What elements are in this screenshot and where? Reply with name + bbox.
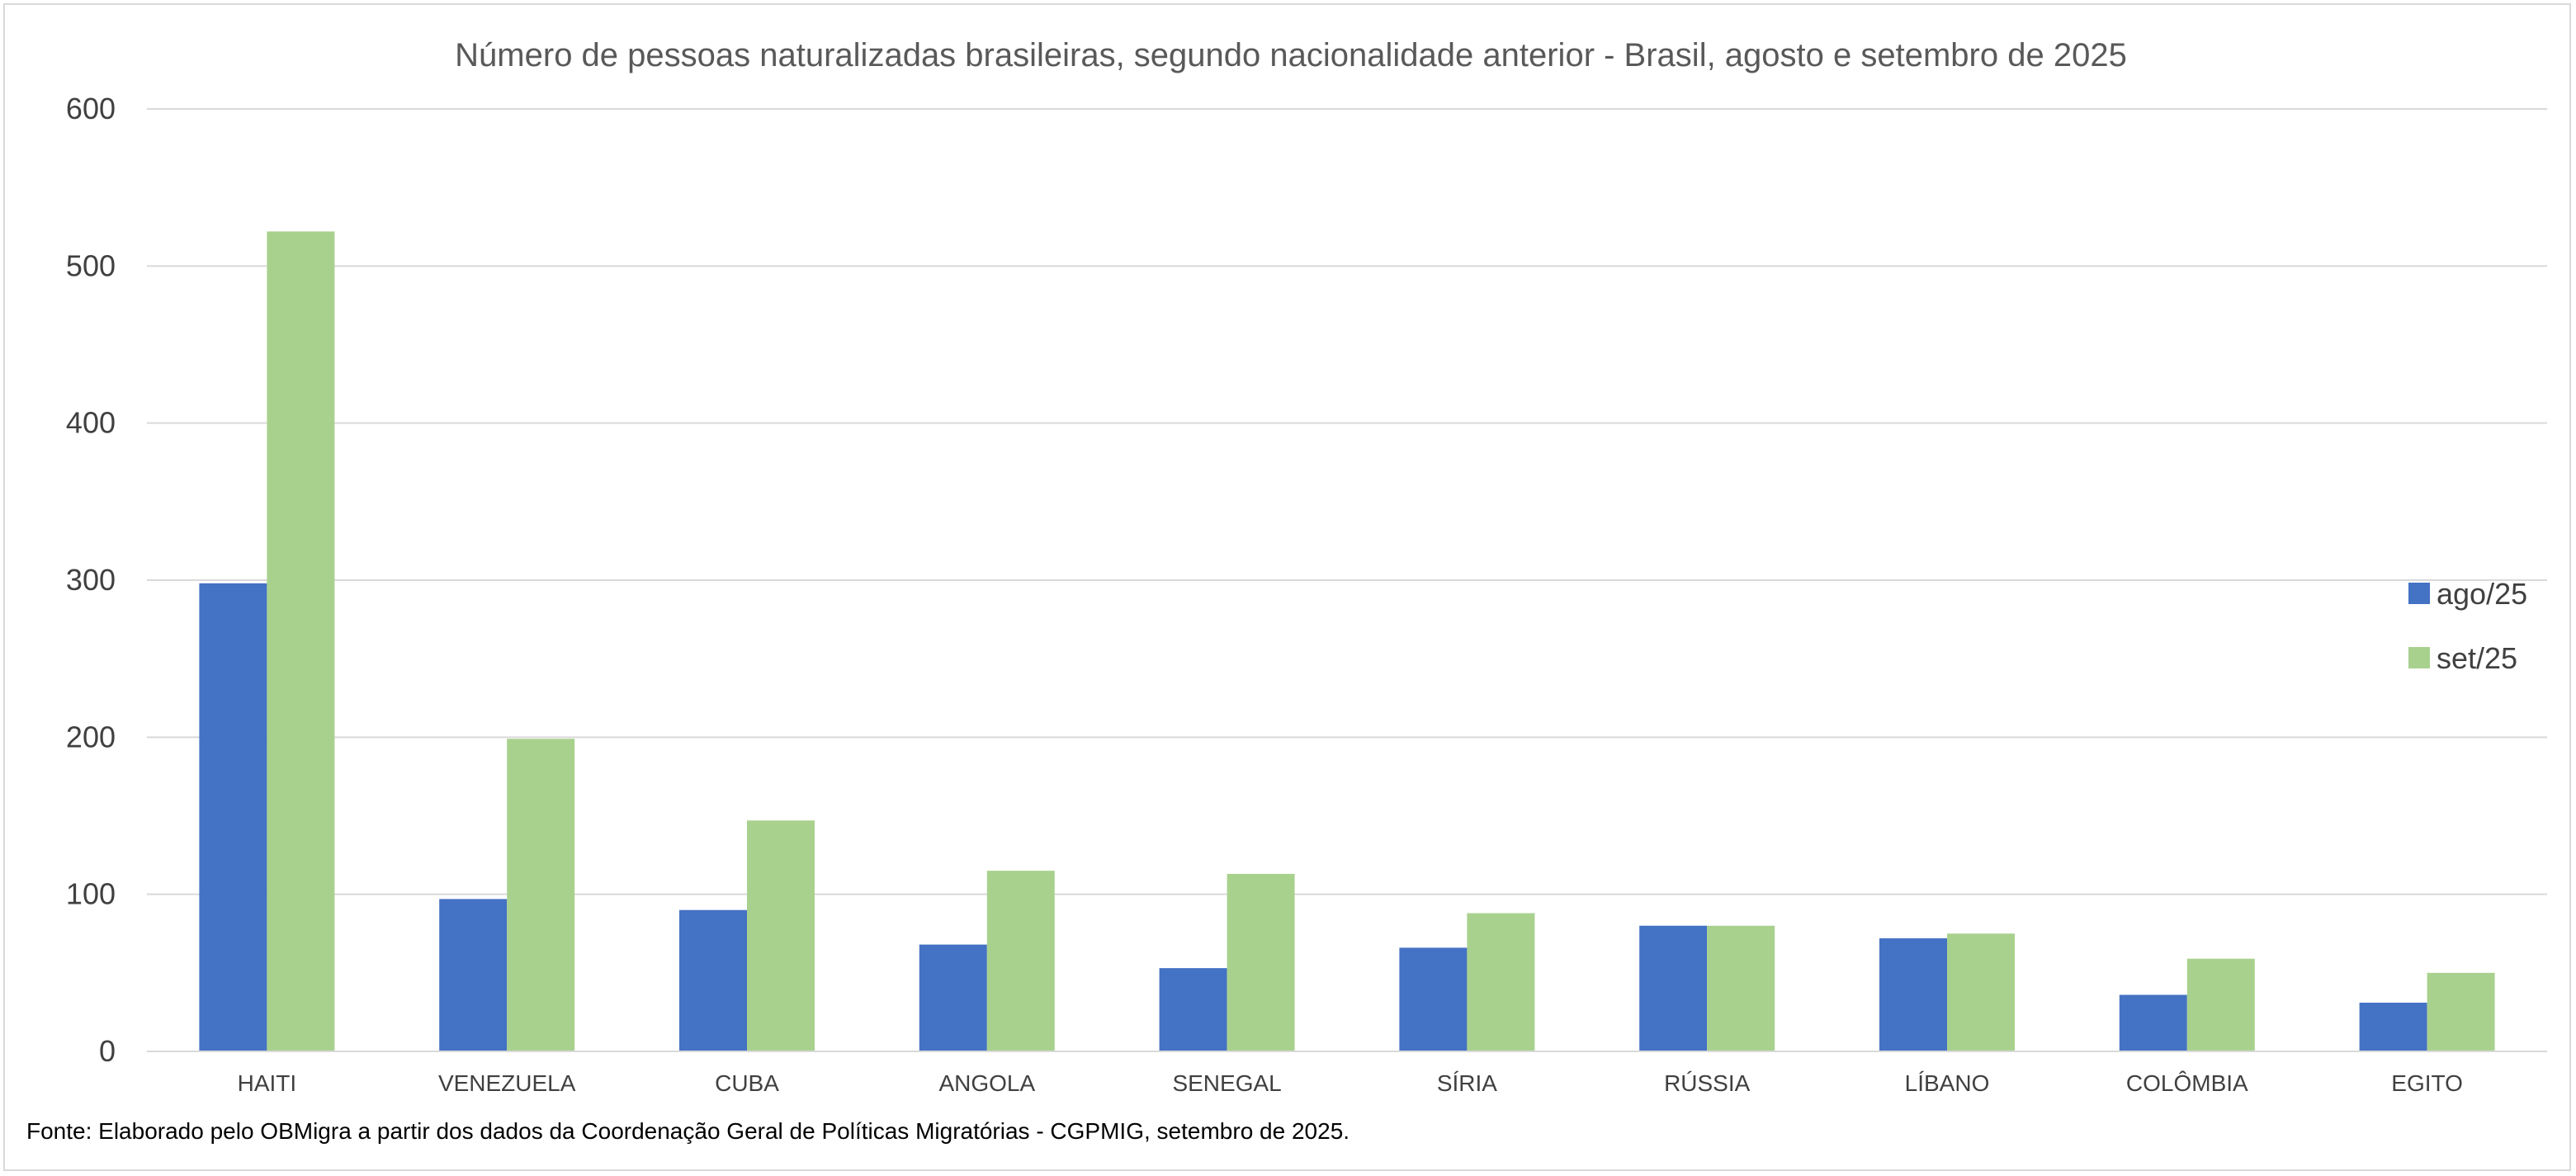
x-tick-label: EGITO	[2391, 1070, 2463, 1096]
legend-label: set/25	[2437, 641, 2517, 675]
bar-set-25-síria	[1467, 913, 1535, 1051]
bar-ago-25-colômbia	[2119, 994, 2187, 1051]
x-tick-label: COLÔMBIA	[2126, 1070, 2248, 1096]
x-tick-label: ANGOLA	[938, 1070, 1035, 1096]
legend: ago/25 set/25	[2408, 577, 2527, 675]
bars	[199, 231, 2495, 1052]
bar-ago-25-senegal	[1159, 968, 1227, 1051]
source-note: Fonte: Elaborado pelo OBMigra a partir d…	[26, 1118, 1349, 1144]
bar-set-25-líbano	[1947, 933, 2015, 1051]
x-tick-label: SÍRIA	[1437, 1070, 1497, 1096]
bar-ago-25-angola	[919, 944, 987, 1051]
legend-swatch	[2408, 583, 2430, 604]
bar-set-25-egito	[2427, 972, 2495, 1051]
chart-title: Número de pessoas naturalizadas brasilei…	[455, 37, 2127, 73]
x-axis-ticks: HAITI VENEZUELA CUBA ANGOLA SENEGAL SÍRIA RÚSS…	[238, 1070, 2463, 1096]
bar-set-25-angola	[986, 871, 1055, 1051]
y-tick-label: 100	[66, 877, 116, 911]
bar-set-25-haiti	[267, 231, 335, 1052]
bar-ago-25-venezuela	[439, 899, 508, 1051]
y-tick-label: 600	[66, 92, 116, 125]
bar-ago-25-cuba	[679, 909, 747, 1051]
bar-set-25-cuba	[747, 820, 815, 1051]
bar-ago-25-líbano	[1879, 937, 1947, 1051]
y-tick-label: 400	[66, 406, 116, 440]
y-tick-label: 200	[66, 720, 116, 753]
bar-ago-25-rússia	[1639, 925, 1708, 1051]
bar-ago-25-egito	[2359, 1002, 2427, 1051]
y-tick-label: 0	[99, 1034, 116, 1068]
legend-label: ago/25	[2437, 577, 2527, 611]
bar-set-25-senegal	[1227, 873, 1295, 1051]
x-tick-label: HAITI	[238, 1070, 297, 1096]
y-axis-ticks: 0 100 200 300 400 500 600	[66, 92, 116, 1068]
y-tick-label: 500	[66, 248, 116, 282]
x-tick-label: VENEZUELA	[438, 1070, 576, 1096]
x-tick-label: SENEGAL	[1172, 1070, 1281, 1096]
x-tick-label: LÍBANO	[1905, 1070, 1990, 1096]
legend-swatch	[2408, 647, 2430, 668]
bar-set-25-rússia	[1707, 925, 1775, 1051]
bar-ago-25-síria	[1399, 947, 1468, 1051]
bar-set-25-colômbia	[2186, 958, 2255, 1051]
x-tick-label: RÚSSIA	[1664, 1070, 1751, 1096]
x-tick-label: CUBA	[715, 1070, 779, 1096]
bar-set-25-venezuela	[507, 739, 575, 1051]
bar-ago-25-haiti	[199, 583, 267, 1051]
y-tick-label: 300	[66, 563, 116, 597]
